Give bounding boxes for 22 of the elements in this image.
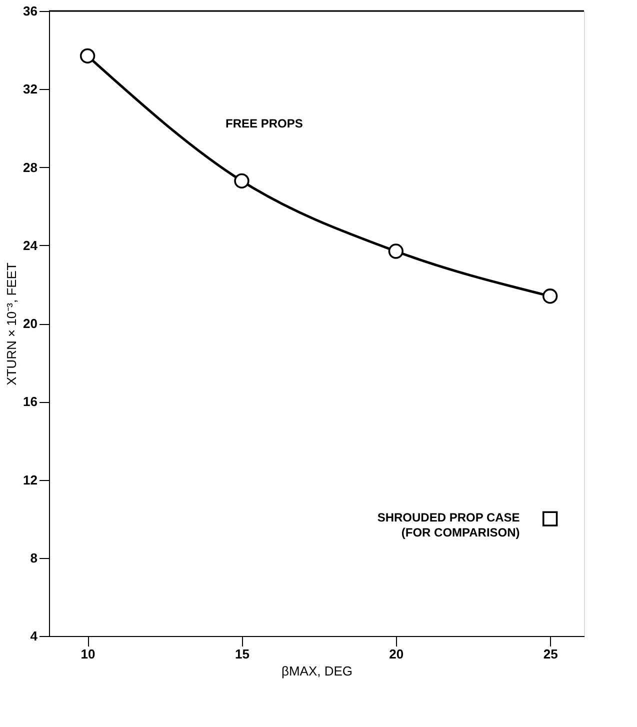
y-tick-label: 36 bbox=[23, 4, 38, 18]
annotation: FREE PROPS bbox=[226, 116, 303, 130]
annotation: SHROUDED PROP CASE (FOR COMPARISON) bbox=[377, 510, 520, 540]
y-axis-title: XTURN × 10⁻³, FEET bbox=[4, 262, 20, 386]
y-tick-label: 20 bbox=[23, 316, 38, 331]
x-tick-label: 10 bbox=[80, 646, 96, 662]
x-tick-label: 25 bbox=[543, 646, 558, 662]
point bbox=[542, 511, 558, 526]
point bbox=[542, 288, 558, 304]
x-tick-label: 15 bbox=[234, 646, 250, 662]
y-tick-label: 8 bbox=[30, 550, 38, 566]
y-tick-label: 12 bbox=[23, 472, 38, 488]
point bbox=[388, 244, 404, 259]
x-axis-title: βMAX, DEG bbox=[281, 664, 353, 678]
y-tick-label: 32 bbox=[23, 82, 38, 97]
y-tick-label: 4 bbox=[30, 628, 38, 644]
y-tick-label: 24 bbox=[23, 238, 38, 253]
point bbox=[80, 48, 96, 64]
x-tick-label: 20 bbox=[389, 646, 404, 662]
y-tick-label: 28 bbox=[23, 160, 38, 175]
y-tick-label: 16 bbox=[23, 394, 38, 410]
point bbox=[234, 173, 250, 189]
